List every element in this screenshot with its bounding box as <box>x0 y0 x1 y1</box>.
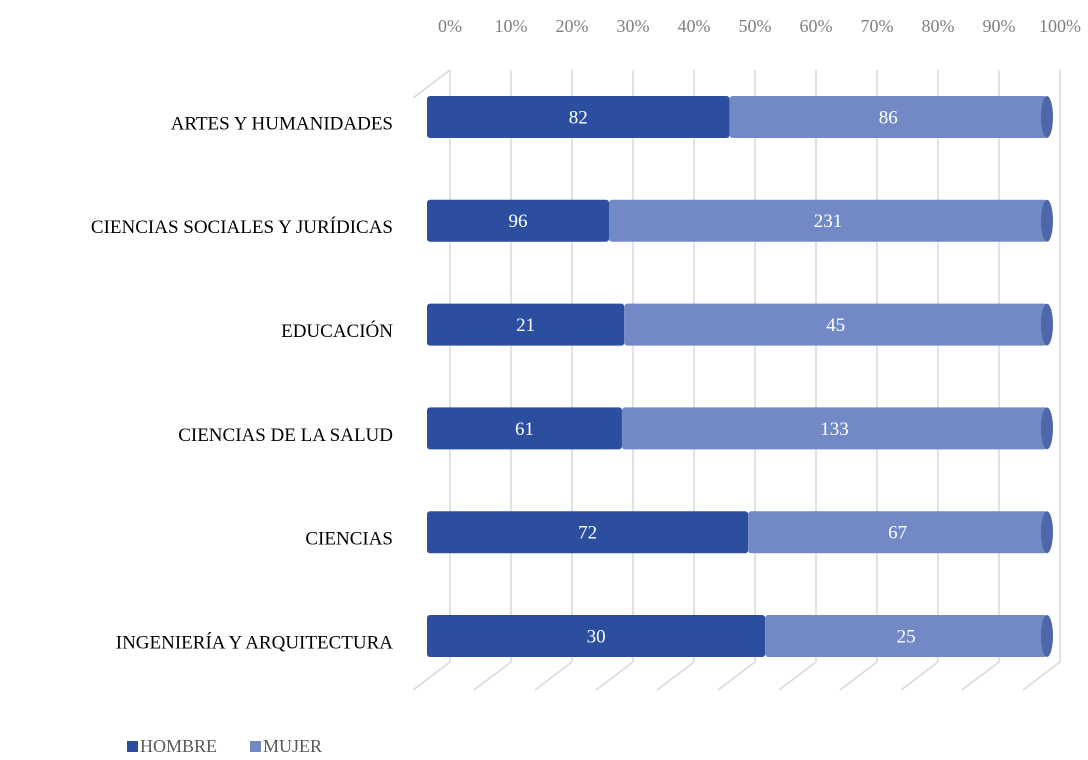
bar-segment <box>765 615 1047 657</box>
x-tick-label: 100% <box>1039 16 1081 36</box>
bar-end-cap <box>1041 96 1053 138</box>
bar-segment <box>609 199 1047 242</box>
bar-segment <box>621 407 1047 450</box>
bar-segment <box>427 199 610 242</box>
x-tick-label: 10% <box>495 16 528 36</box>
grid-floor-line <box>656 661 695 691</box>
grid-floor-line <box>412 661 451 691</box>
x-tick-label: 40% <box>678 16 711 36</box>
bar-end-cap <box>1041 407 1053 450</box>
axis-line <box>412 69 451 99</box>
category-label: ARTES Y HUMANIDADES <box>171 113 393 134</box>
bar-segment <box>729 96 1047 138</box>
value-label: 96 <box>509 211 528 232</box>
bar-segment <box>427 511 749 554</box>
value-label: 72 <box>578 523 597 544</box>
bar-segment <box>427 407 622 450</box>
grid-floor-line <box>778 661 817 691</box>
value-label: 82 <box>569 107 588 128</box>
legend-swatch <box>127 741 138 752</box>
legend-label: MUJER <box>263 736 322 756</box>
bar-segment <box>427 615 766 657</box>
grid-floor-line <box>900 661 939 691</box>
grid-floor-line <box>1022 661 1061 691</box>
x-tick-label: 70% <box>861 16 894 36</box>
value-label: 133 <box>820 419 849 440</box>
category-label: CIENCIAS DE LA SALUD <box>178 425 393 446</box>
bar-segment <box>427 303 625 346</box>
grid-floor-line <box>473 661 512 691</box>
x-tick-label: 30% <box>617 16 650 36</box>
bar-end-cap <box>1041 511 1053 554</box>
value-label: 30 <box>587 626 606 647</box>
value-label: 61 <box>515 419 534 440</box>
grid-floor-line <box>534 661 573 691</box>
bar-end-cap <box>1041 615 1053 657</box>
value-label: 86 <box>879 107 898 128</box>
category-label: CIENCIAS <box>305 529 393 550</box>
grid-floor-line <box>717 661 756 691</box>
category-label: CIENCIAS SOCIALES Y JURÍDICAS <box>91 216 393 238</box>
value-label: 67 <box>888 523 907 544</box>
grid-floor-line <box>839 661 878 691</box>
value-label: 231 <box>814 211 843 232</box>
legend-label: HOMBRE <box>140 736 217 756</box>
bar-end-cap <box>1041 199 1053 242</box>
bar-segment <box>427 96 730 138</box>
x-tick-label: 20% <box>556 16 589 36</box>
value-label: 45 <box>826 315 845 336</box>
category-label: INGENIERÍA Y ARQUITECTURA <box>116 631 394 653</box>
x-tick-label: 60% <box>800 16 833 36</box>
value-label: 25 <box>897 626 916 647</box>
value-label: 21 <box>516 315 535 336</box>
bar-segment <box>748 511 1047 554</box>
x-tick-label: 80% <box>922 16 955 36</box>
grid-floor-line <box>595 661 634 691</box>
legend-swatch <box>250 741 261 752</box>
grid-floor-line <box>961 661 1000 691</box>
bar-end-cap <box>1041 303 1053 346</box>
bar-segment <box>624 303 1047 346</box>
x-tick-label: 50% <box>739 16 772 36</box>
x-tick-label: 0% <box>438 16 462 36</box>
category-label: EDUCACIÓN <box>281 320 393 342</box>
x-tick-label: 90% <box>983 16 1016 36</box>
